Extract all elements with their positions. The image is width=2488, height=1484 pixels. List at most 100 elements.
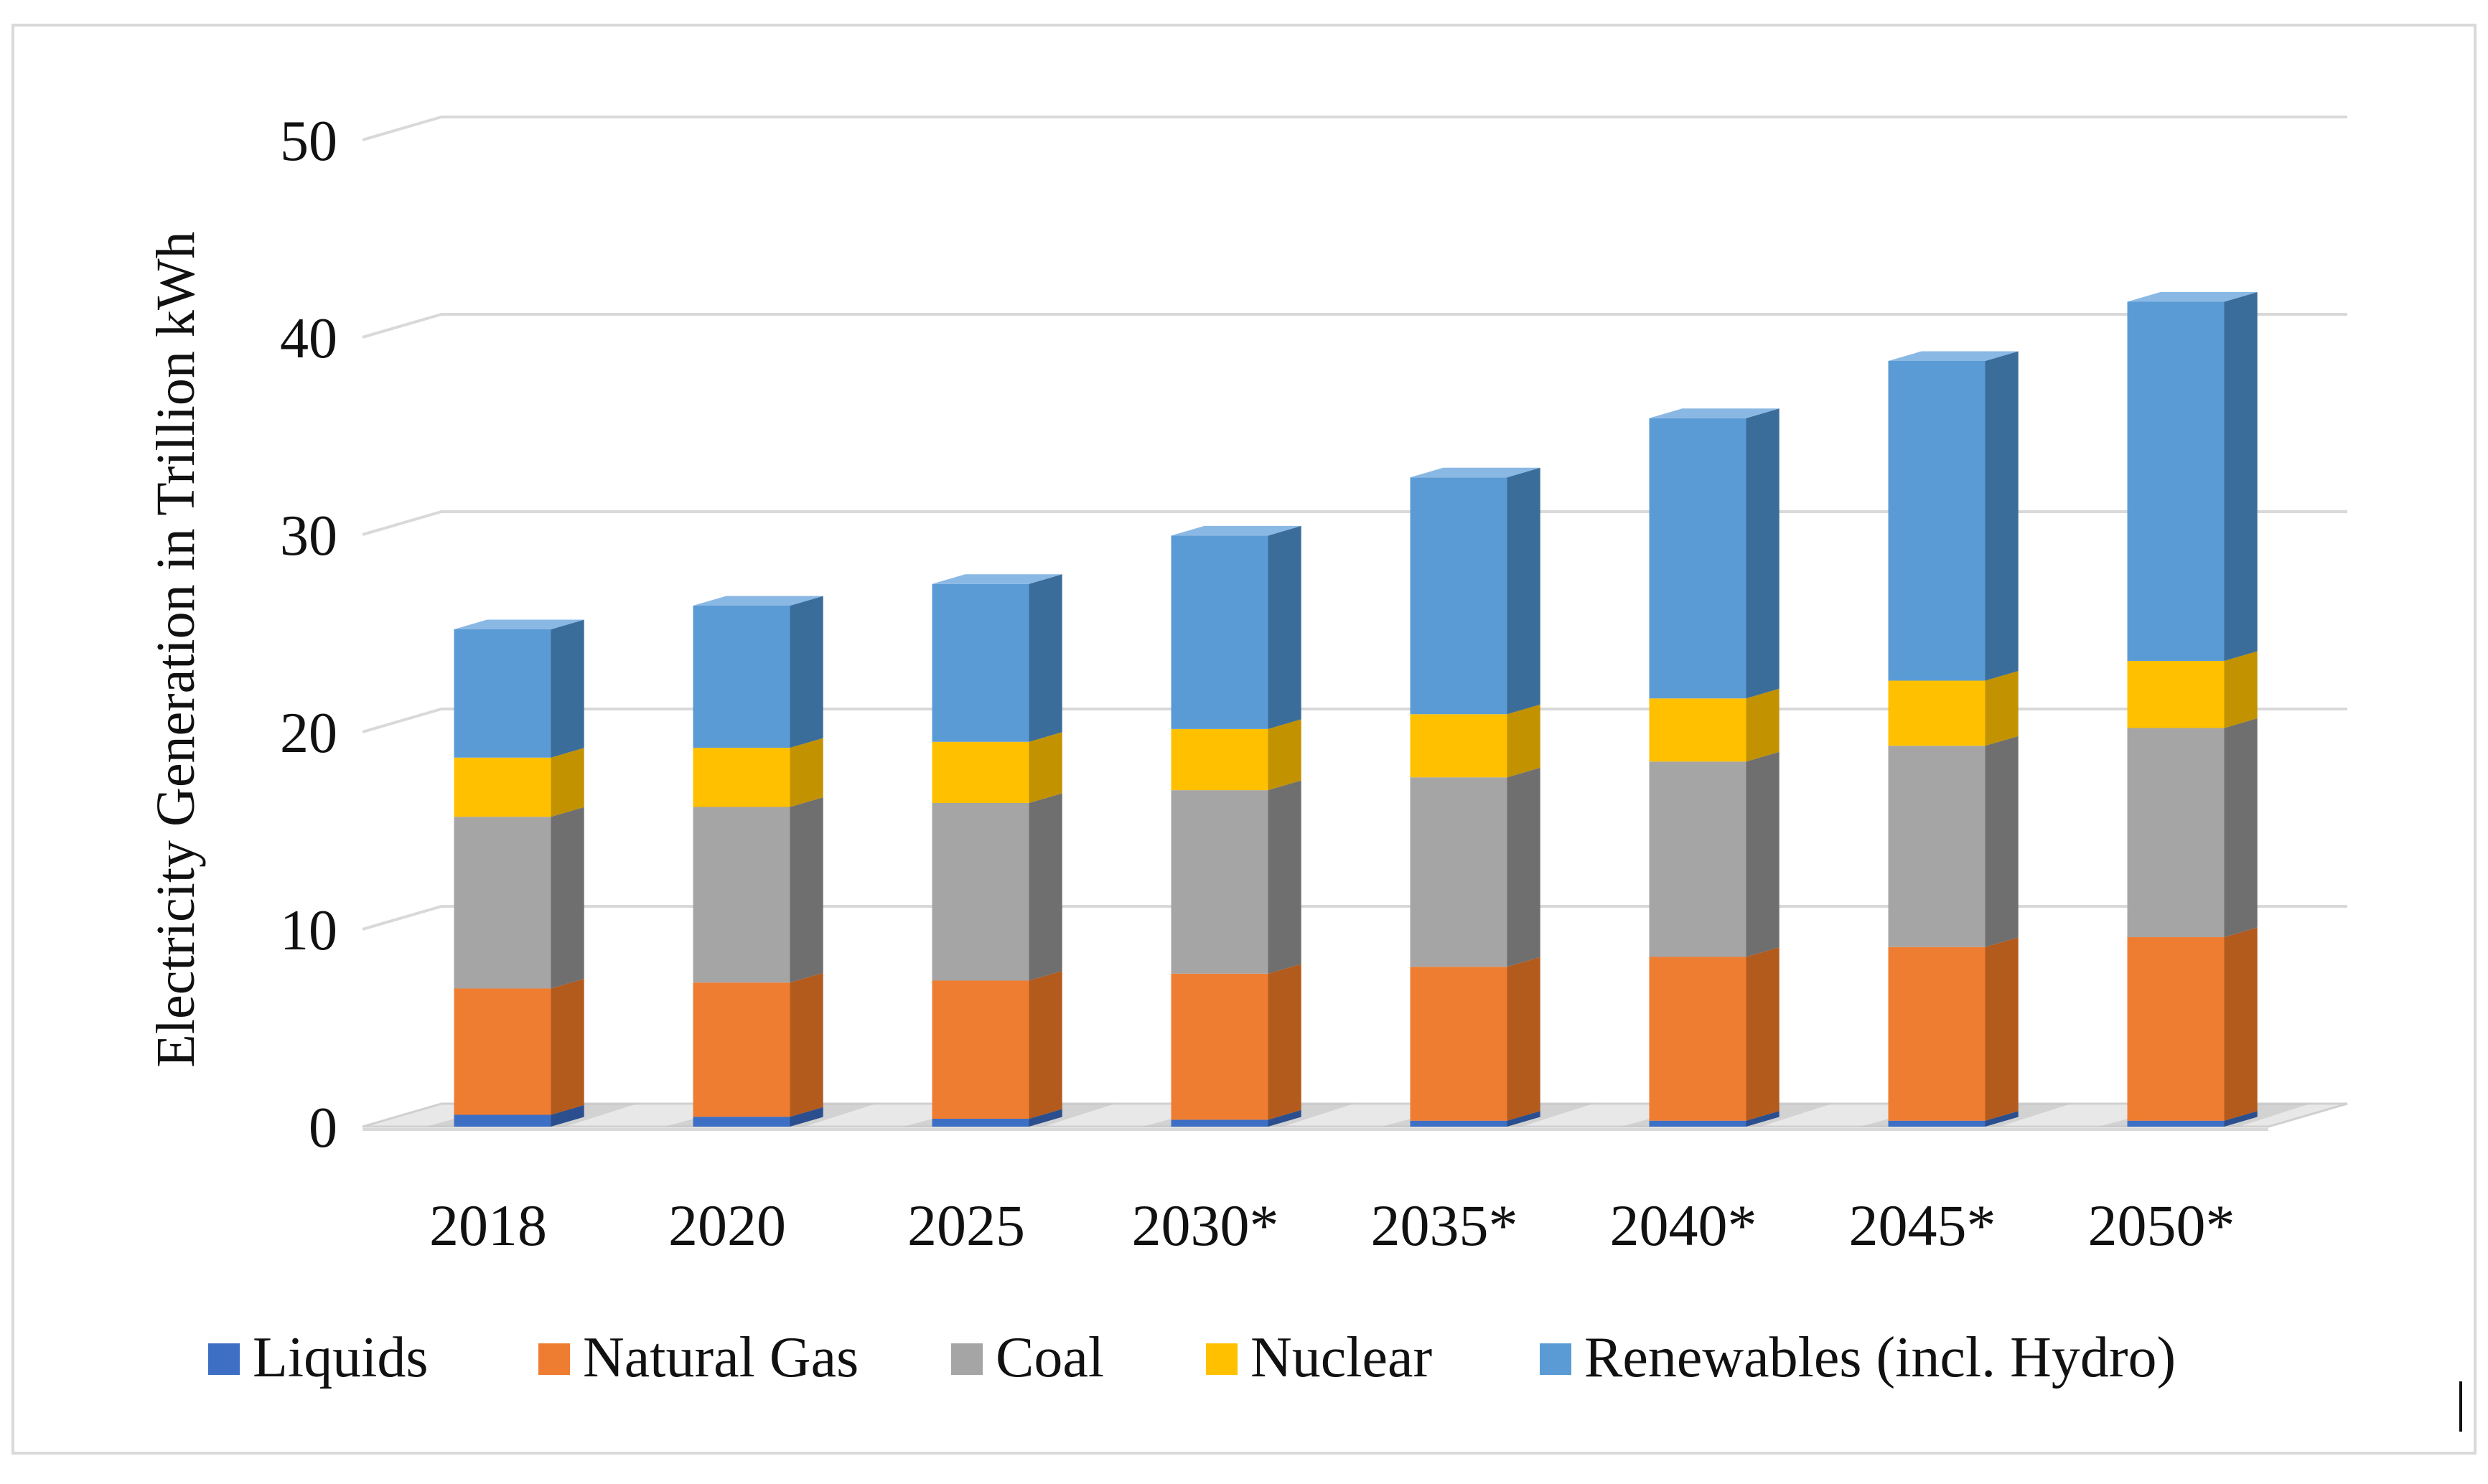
y-tick-label: 0 — [309, 1096, 337, 1160]
bar-natural-gas-2040-side — [1746, 947, 1780, 1121]
bar-natural-gas-2018-side — [551, 979, 584, 1115]
bar-renewables-incl-hydro-2025-top — [932, 574, 1062, 584]
gridline — [362, 708, 2347, 733]
bar-liquids-2025-front — [932, 1119, 1029, 1127]
bar-liquids-2030-side — [1268, 1109, 1301, 1127]
bar-renewables-incl-hydro-2030-side — [1268, 525, 1301, 729]
x-tick-label: 2025 — [907, 1193, 1025, 1258]
x-tick-label: 2045* — [1849, 1193, 1996, 1258]
bar-renewables-incl-hydro-2030-top — [1171, 525, 1301, 536]
bar-stack-2045-proj — [1859, 351, 2072, 1127]
bar-nuclear-2045-side — [1985, 671, 2019, 746]
chart-floor — [362, 1102, 2348, 1131]
bar-nuclear-2020-side — [790, 738, 823, 807]
bar-liquids-2020-front — [693, 1117, 790, 1127]
bar-natural-gas-2030-front — [1171, 973, 1268, 1120]
legend: Liquids Natural Gas Coal Nuclear Renewables … — [208, 1326, 2176, 1389]
bar-liquids-2045-side — [1985, 1111, 2019, 1127]
bar-renewables-incl-hydro-2045-top — [1888, 351, 2019, 361]
bar-natural-gas-2025-front — [932, 980, 1029, 1119]
bar-stack-2035-proj — [1381, 467, 1594, 1127]
gridlines — [362, 116, 2347, 931]
legend-item: Coal — [951, 1326, 1104, 1389]
legend-swatch — [538, 1343, 570, 1375]
bar-natural-gas-2050-side — [2224, 927, 2258, 1121]
chart-border-rect — [11, 24, 2477, 1455]
legend-swatch — [1206, 1343, 1238, 1375]
bar-renewables-incl-hydro-2025-front — [932, 583, 1029, 742]
bar-stack-2025 — [903, 574, 1116, 1127]
bar-natural-gas-2040-front — [1649, 957, 1746, 1121]
bar-coal-2018-front — [454, 817, 551, 989]
bar-stack-2020 — [664, 596, 876, 1127]
bar-renewables-incl-hydro-2040-side — [1746, 408, 1780, 699]
x-tick-label: 2050* — [2088, 1193, 2235, 1258]
gridline — [362, 510, 2347, 536]
legend-item: Liquids — [208, 1326, 428, 1389]
bar-renewables-incl-hydro-2020-side — [790, 596, 823, 748]
bar-nuclear-2045-front — [1888, 680, 1986, 746]
bar-renewables-incl-hydro-2040-front — [1649, 418, 1746, 699]
gridline — [362, 313, 2347, 339]
bar-natural-gas-2018-front — [454, 988, 551, 1115]
bar-coal-2045-side — [1985, 736, 2019, 947]
bar-nuclear-2030-front — [1171, 728, 1268, 791]
bar-coal-2018-side — [551, 807, 584, 989]
bar-renewables-incl-hydro-2040-top — [1649, 408, 1780, 418]
bar-coal-2035-side — [1507, 767, 1540, 967]
bar-nuclear-2018-front — [454, 757, 551, 817]
bar-stack-2030-proj — [1142, 525, 1355, 1127]
x-tick-label: 2040* — [1610, 1193, 1757, 1258]
bar-nuclear-2040-side — [1746, 688, 1780, 762]
bar-renewables-incl-hydro-2050-front — [2127, 301, 2225, 661]
legend-swatch — [951, 1343, 983, 1375]
bar-coal-2020-front — [693, 807, 790, 983]
bar-renewables-incl-hydro-2030-front — [1171, 535, 1268, 729]
bar-renewables-incl-hydro-2018-front — [454, 629, 551, 758]
bar-renewables-incl-hydro-2020-top — [693, 596, 823, 606]
bar-natural-gas-2045-side — [1985, 937, 2019, 1121]
bar-liquids-2040-side — [1746, 1111, 1780, 1127]
bar-renewables-incl-hydro-2035-top — [1410, 467, 1540, 478]
bar-coal-2020-side — [790, 797, 823, 983]
y-axis-ticks: 0 10 20 30 40 50 — [280, 110, 337, 1160]
bar-liquids-2025-side — [1029, 1109, 1062, 1127]
bar-stack-2018 — [425, 619, 637, 1127]
gridline — [362, 116, 2347, 141]
bar-renewables-incl-hydro-2050-side — [2224, 292, 2258, 661]
bar-natural-gas-2045-front — [1888, 947, 1986, 1121]
bar-stack-2040-proj — [1620, 408, 1833, 1127]
bar-natural-gas-2025-side — [1029, 971, 1062, 1119]
legend-label: Liquids — [253, 1326, 428, 1389]
bar-coal-2040-front — [1649, 761, 1746, 957]
bar-liquids-2018-front — [454, 1114, 551, 1127]
x-tick-label: 2018 — [429, 1193, 547, 1258]
legend-item: Renewables (incl. Hydro) — [1540, 1326, 2176, 1389]
bar-natural-gas-2050-front — [2127, 937, 2225, 1121]
bars — [425, 292, 2311, 1127]
bar-coal-2050-front — [2127, 728, 2225, 937]
bar-natural-gas-2020-front — [693, 982, 790, 1117]
bar-coal-2040-side — [1746, 751, 1780, 957]
bar-natural-gas-2020-side — [790, 972, 823, 1117]
legend-item: Natural Gas — [538, 1326, 859, 1389]
y-tick-label: 10 — [280, 899, 337, 962]
bar-natural-gas-2035-front — [1410, 967, 1507, 1121]
bar-renewables-incl-hydro-2025-side — [1029, 574, 1062, 742]
legend-swatch — [1540, 1343, 1571, 1375]
bar-natural-gas-2035-side — [1507, 957, 1540, 1121]
x-axis-ticks: 2018 2020 2025 2030* 2035* 2040* 2045* 2050* — [429, 1193, 2235, 1258]
bar-renewables-incl-hydro-2018-top — [454, 619, 584, 629]
legend-label: Coal — [996, 1326, 1104, 1389]
y-tick-label: 20 — [280, 702, 337, 765]
y-tick-label: 50 — [280, 110, 337, 173]
bar-stack-2050-proj — [2098, 292, 2311, 1127]
bar-natural-gas-2030-side — [1268, 964, 1301, 1120]
bar-liquids-2050-side — [2224, 1111, 2258, 1127]
x-tick-label: 2020 — [668, 1193, 786, 1258]
y-axis-title: Electricity Generation in Trillion kWh — [146, 231, 206, 1067]
bar-liquids-2020-side — [790, 1107, 823, 1127]
bar-liquids-2040-front — [1649, 1120, 1746, 1127]
